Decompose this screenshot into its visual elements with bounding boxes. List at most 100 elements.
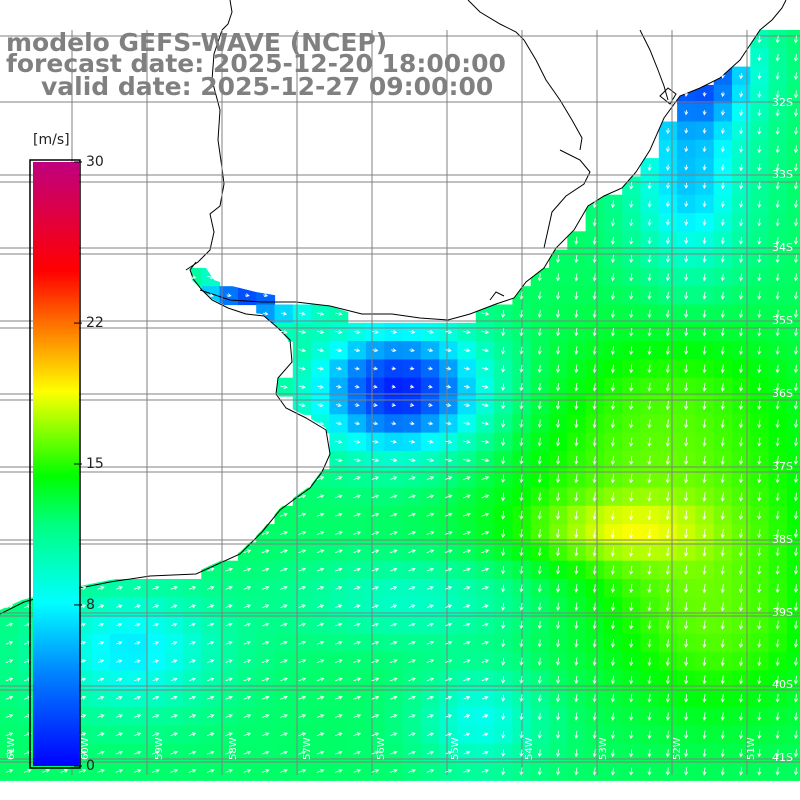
wind-arrow — [684, 346, 689, 356]
wind-arrow — [720, 638, 725, 649]
wind-cell — [786, 469, 800, 489]
wind-arrow — [720, 146, 725, 153]
wind-cell — [786, 48, 800, 68]
wind-arrow — [610, 382, 615, 392]
wind-arrow — [592, 474, 597, 484]
wind-arrow — [610, 437, 615, 447]
wind-arrow — [501, 474, 506, 484]
wind-arrow — [280, 531, 288, 535]
wind-arrow — [537, 676, 542, 685]
wind-arrow — [426, 458, 435, 463]
wind-arrow — [775, 419, 780, 429]
wind-arrow — [188, 677, 196, 682]
wind-arrow — [610, 328, 615, 337]
wind-arrow — [574, 273, 579, 282]
wind-cell — [786, 688, 800, 708]
wind-arrow — [647, 712, 652, 721]
model-title: modelo GEFS-WAVE (NCEP) — [6, 28, 388, 57]
wind-cell — [786, 103, 800, 123]
wind-arrow — [501, 676, 506, 684]
wind-arrow — [481, 403, 489, 408]
wind-arrow — [298, 640, 307, 645]
wind-arrow — [280, 329, 288, 334]
wind-arrow — [556, 328, 561, 337]
colorbar-tick-label: 22 — [86, 315, 104, 332]
wind-arrow — [389, 732, 398, 737]
wind-arrow — [610, 730, 615, 740]
wind-arrow — [739, 218, 744, 227]
wind-arrow — [334, 659, 343, 663]
wind-arrow — [481, 640, 490, 645]
wind-arrow — [629, 382, 634, 392]
wind-cell — [786, 762, 800, 781]
wind-arrow — [115, 750, 124, 755]
wind-arrow — [739, 328, 744, 337]
wind-arrow — [592, 437, 597, 447]
wind-arrow — [408, 604, 416, 609]
wind-arrow — [372, 348, 379, 353]
wind-arrow — [720, 382, 725, 392]
wind-arrow — [684, 547, 689, 557]
wind-arrow — [592, 584, 597, 594]
wind-arrow — [353, 476, 361, 481]
wind-arrow — [720, 767, 725, 776]
wind-arrow — [335, 604, 343, 609]
wind-arrow — [702, 657, 707, 667]
wind-arrow — [354, 366, 360, 371]
wind-arrow — [537, 291, 542, 300]
wind-arrow — [501, 328, 506, 337]
wind-arrow — [720, 712, 725, 721]
wind-cell — [786, 286, 800, 306]
wind-arrow — [684, 620, 689, 630]
wind-arrow — [684, 638, 689, 649]
wind-arrow — [702, 291, 707, 300]
wind-arrow — [629, 694, 634, 703]
wind-arrow — [334, 549, 343, 554]
wind-arrow — [775, 236, 780, 245]
wind-arrow — [556, 346, 561, 355]
wind-arrow — [738, 602, 744, 612]
wind-arrow — [243, 714, 252, 718]
wind-arrow — [775, 145, 780, 154]
wind-arrow — [793, 309, 798, 319]
latitude-labels: 32S 33S 34S 35S 36S 37S 38S 39S 40S 41S — [772, 96, 793, 764]
wind-arrow — [610, 620, 615, 630]
wind-arrow — [261, 586, 270, 590]
wind-arrow — [684, 730, 689, 740]
wind-arrow — [225, 677, 233, 682]
wind-arrow — [647, 583, 652, 594]
wind-arrow — [445, 622, 453, 627]
wind-arrow — [647, 346, 652, 356]
wind-arrow — [519, 584, 524, 593]
wind-arrow — [298, 604, 306, 609]
wind-arrow — [225, 604, 233, 609]
wind-arrow — [445, 732, 453, 737]
wind-arrow — [170, 677, 178, 682]
wind-arrow — [537, 419, 542, 429]
wind-arrow — [445, 439, 453, 444]
wind-cell — [786, 267, 800, 287]
wind-arrow — [316, 549, 325, 554]
wind-arrow — [647, 164, 652, 172]
wind-arrow — [629, 309, 634, 319]
wind-arrow — [556, 437, 561, 447]
wind-arrow — [556, 255, 561, 264]
lat-label: 36S — [772, 387, 793, 400]
wind-arrow — [5, 640, 14, 645]
wind-arrow — [702, 675, 707, 685]
wind-arrow — [519, 731, 524, 739]
wind-arrow — [684, 565, 689, 576]
wind-arrow — [647, 602, 652, 612]
wind-arrow — [389, 677, 398, 682]
wind-arrow — [629, 455, 634, 466]
wind-arrow — [629, 400, 634, 411]
wind-arrow — [702, 400, 707, 411]
wind-arrow — [629, 273, 634, 282]
wind-arrow — [574, 510, 579, 521]
wind-arrow — [702, 110, 707, 116]
wind-cell — [786, 487, 800, 507]
wind-arrow — [739, 419, 744, 429]
wind-arrow — [316, 531, 325, 535]
wind-arrow — [390, 439, 397, 444]
wind-arrow — [427, 329, 434, 334]
